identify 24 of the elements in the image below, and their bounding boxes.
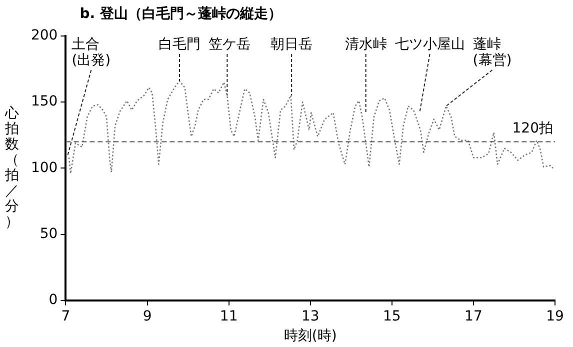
chart-title: b. 登山（白毛門～蓬峠の縦走） [80,5,282,22]
annotation: 蓬峠 (幕営) [472,36,512,69]
y-tick-label: 0 [48,292,58,308]
annotation: 朝日岳 [270,36,313,53]
x-tick-label: 19 [546,308,564,324]
x-tick-label: 15 [382,308,401,324]
x-tick-label: 11 [220,308,238,324]
annotation: 七ツ小屋山 [394,36,465,53]
annotation: 白毛門 [158,36,200,53]
y-tick-label: 150 [30,94,58,110]
annotation: 清水峠 [344,36,387,53]
line-series [68,80,554,174]
x-axis-title: 時刻(時) [284,328,337,344]
y-axis-title: 心拍数（拍／分） [4,106,19,230]
y-tick-label: 50 [40,226,58,242]
y-tick-label: 100 [30,160,58,176]
x-tick-label: 13 [301,308,320,324]
x-tick-label: 7 [61,308,70,324]
y-tick-label: 200 [30,28,58,44]
x-tick-label: 17 [464,308,482,324]
x-tick-label: 9 [142,308,152,324]
annotation: 土合 (出発) [72,36,111,69]
annotation: 笠ケ岳 [208,36,250,53]
ref-line-label: 120拍 [512,120,553,136]
